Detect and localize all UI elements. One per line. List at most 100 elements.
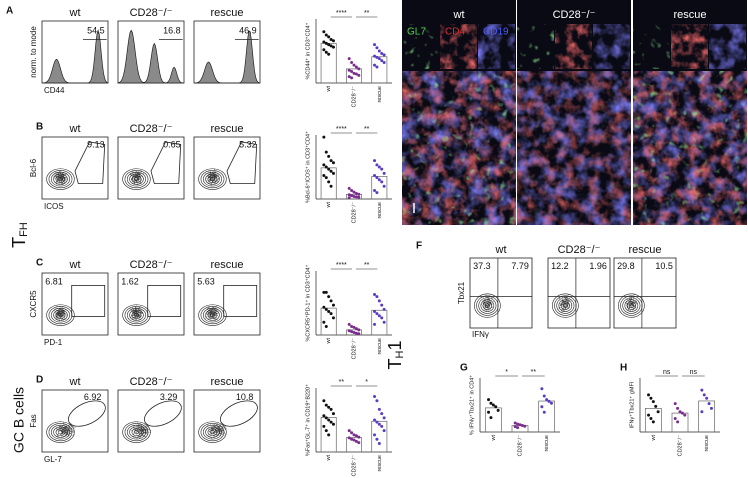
event-dot	[140, 173, 141, 174]
event-dot	[140, 425, 141, 426]
data-point	[322, 414, 325, 417]
y-axis-label: %CXCR5⁺PD-1⁺ in CD3⁺CD4⁺	[304, 264, 311, 341]
event-dot	[59, 318, 60, 319]
event-dot	[208, 435, 209, 436]
event-dot	[568, 301, 569, 302]
event-dot	[218, 433, 219, 434]
event-dot	[209, 313, 210, 314]
data-point	[332, 161, 335, 164]
x-tick-label: CD28⁻/⁻	[351, 86, 357, 107]
event-dot	[148, 428, 149, 429]
event-dot	[219, 430, 220, 431]
data-point	[327, 35, 330, 38]
event-dot	[488, 308, 489, 309]
data-point	[380, 412, 383, 415]
event-dot	[217, 320, 218, 321]
event-dot	[627, 304, 628, 305]
event-dot	[58, 317, 59, 318]
event-dot	[211, 429, 212, 430]
event-dot	[218, 179, 219, 180]
data-point	[383, 321, 386, 324]
data-point	[708, 402, 711, 405]
data-point	[373, 43, 376, 46]
event-dot	[66, 436, 67, 437]
data-point	[516, 426, 519, 429]
data-point	[373, 174, 376, 177]
event-dot	[71, 431, 72, 432]
event-dot	[213, 307, 214, 308]
data-point	[649, 397, 652, 400]
event-dot	[217, 427, 218, 428]
event-dot	[146, 433, 147, 434]
event-dot	[141, 176, 142, 177]
event-dot	[135, 176, 136, 177]
panel-letter: H	[620, 363, 627, 374]
event-dot	[139, 309, 140, 310]
data-point	[327, 53, 330, 56]
data-point	[375, 312, 378, 315]
event-dot	[137, 173, 138, 174]
panel-letter: C	[36, 258, 43, 269]
event-dot	[140, 437, 141, 438]
column-header: rescue	[210, 7, 243, 19]
event-dot	[218, 432, 219, 433]
data-point	[350, 61, 353, 64]
event-dot	[65, 427, 66, 428]
event-dot	[141, 429, 142, 430]
gate-value: 9.13	[87, 139, 105, 149]
data-point	[378, 423, 381, 426]
event-dot	[212, 317, 213, 318]
channel-thumb	[555, 24, 592, 69]
event-dot	[223, 430, 224, 431]
event-dot	[136, 305, 137, 306]
data-point	[703, 393, 706, 396]
event-dot	[564, 305, 565, 306]
event-dot	[491, 302, 492, 303]
event-dot	[212, 178, 213, 179]
event-dot	[485, 300, 486, 301]
event-dot	[63, 177, 64, 178]
event-dot	[636, 300, 637, 301]
event-dot	[136, 181, 137, 182]
event-dot	[59, 431, 60, 432]
event-dot	[137, 175, 138, 176]
event-dot	[60, 178, 61, 179]
event-dot	[212, 308, 213, 309]
event-dot	[58, 434, 59, 435]
event-dot	[140, 428, 141, 429]
event-dot	[483, 302, 484, 303]
event-dot	[61, 316, 62, 317]
data-point	[357, 436, 360, 439]
event-dot	[69, 425, 70, 426]
significance-label: *	[365, 379, 368, 386]
data-point	[380, 425, 383, 428]
event-dot	[489, 298, 490, 299]
column-header: wt	[69, 123, 81, 135]
event-dot	[565, 304, 566, 305]
event-dot	[60, 317, 61, 318]
event-dot	[632, 302, 633, 303]
data-point	[652, 400, 655, 403]
event-dot	[140, 312, 141, 313]
event-dot	[150, 430, 151, 431]
event-dot	[207, 176, 208, 177]
event-dot	[71, 423, 72, 424]
event-dot	[222, 432, 223, 433]
event-dot	[61, 319, 62, 320]
event-dot	[634, 306, 635, 307]
event-dot	[630, 306, 631, 307]
data-point	[383, 308, 386, 311]
event-dot	[563, 310, 564, 311]
event-dot	[64, 182, 65, 183]
data-point	[357, 193, 360, 196]
data-point	[348, 196, 351, 199]
event-dot	[61, 427, 62, 428]
event-dot	[214, 426, 215, 427]
event-dot	[57, 311, 58, 312]
event-dot	[213, 314, 214, 315]
event-dot	[634, 307, 635, 308]
gate-value: 6.92	[84, 392, 102, 402]
event-dot	[68, 433, 69, 434]
gate-value: 0.65	[163, 139, 181, 149]
gate-value: 7.79	[511, 261, 529, 271]
